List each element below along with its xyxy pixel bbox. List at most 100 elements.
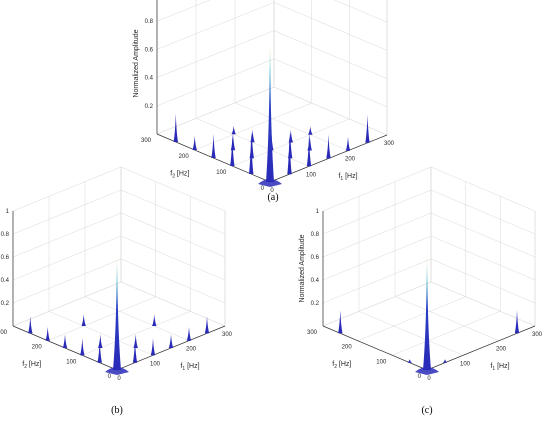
f2-tick-label: 200	[179, 154, 190, 160]
f1-tick-label: 300	[222, 332, 233, 338]
grid-line	[273, 2, 388, 51]
grid-line	[273, 30, 388, 79]
spectral-peak	[249, 131, 254, 174]
f2-tick-label: 100	[66, 359, 77, 365]
spectral-peak	[365, 114, 370, 143]
f2-tick-label: 100	[376, 359, 387, 365]
z-axis-label: Normalized Amplitude	[299, 234, 306, 302]
f2-tick-label: 0	[108, 374, 112, 380]
grid-line	[12, 281, 122, 327]
f1-tick-label: 0	[270, 188, 274, 194]
f1-axis-label-sub: 1	[492, 366, 495, 372]
spectral-peak	[326, 134, 331, 159]
grid-line	[322, 189, 432, 235]
grid-line	[234, 102, 349, 151]
z-tick-label: 0.6	[145, 47, 154, 53]
grid-line	[322, 212, 432, 258]
z-tick-label: 0.2	[1, 301, 10, 307]
f2-tick-label: 300	[0, 330, 8, 336]
spectral-peak	[514, 310, 520, 334]
spectral-peak	[81, 314, 86, 326]
panel-label: (b)	[111, 405, 123, 416]
f1-axis-label: f1 [Hz]	[338, 173, 357, 182]
f2-axis-label: f2 [Hz]	[22, 361, 41, 370]
grid-line	[394, 296, 500, 341]
spectral-peak	[192, 135, 197, 150]
grid-line	[120, 166, 226, 212]
f1-tick-label: 300	[532, 332, 543, 338]
z-tick-label: 0.6	[1, 255, 10, 261]
spectral-peak	[80, 338, 85, 356]
grid-line	[120, 189, 226, 235]
grid-line	[47, 296, 156, 341]
f1-axis-label-main: f	[338, 173, 340, 180]
spectral-peak	[173, 113, 178, 142]
f1-tick-label: 100	[460, 361, 471, 367]
f1-tick-label: 0	[427, 376, 431, 382]
f1-axis-label-main: f	[180, 363, 182, 370]
spectral-peak	[345, 136, 351, 151]
grid-line	[430, 212, 536, 258]
grid-line	[12, 166, 122, 212]
chart-panel-c: 0.2 0.4 0.6 0.8 1 0 100 200 300 0 100 200 300 Normali…	[299, 166, 543, 416]
f1-axis-label-unit: [Hz]	[343, 173, 357, 180]
f1-tick-label: 100	[306, 172, 317, 178]
spectral-peak	[442, 359, 448, 363]
spectral-peak	[62, 334, 68, 348]
f1-tick-label: 200	[496, 347, 507, 353]
f1-tick-label: 200	[186, 347, 197, 353]
f2-tick-label: 0	[261, 186, 265, 192]
f1-axis-label-main: f	[490, 363, 492, 370]
grid-line	[322, 258, 432, 304]
grid-line	[12, 235, 122, 281]
chart-panel-a: 0.2 0.4 0.6 0.8 1 0 100 200 300 0 100 200 300 Normali…	[133, 0, 395, 203]
spectral-peak	[132, 339, 138, 363]
grid-line	[156, 0, 211, 22]
spectral-peak	[28, 316, 33, 334]
z-tick-label: 0.2	[145, 104, 154, 110]
f1-axis-label-unit: [Hz]	[185, 363, 199, 370]
f2-axis-label-unit: [Hz]	[337, 361, 351, 368]
spectral-peak	[152, 314, 157, 326]
grid-line	[430, 166, 536, 212]
spectral-peak	[306, 135, 312, 167]
grid-line	[156, 30, 275, 78]
grid-line	[273, 58, 388, 108]
f1-axis-label-sub: 1	[182, 366, 185, 372]
peak-base	[258, 179, 282, 187]
grid-line	[120, 212, 226, 258]
f2-axis-label-sub: 2	[24, 364, 27, 370]
z-tick-label: 0.8	[1, 232, 10, 238]
grid-line	[430, 281, 536, 327]
spectral-peak	[211, 134, 216, 158]
z-tick-label: 0.8	[145, 19, 154, 25]
spectral-peak	[250, 129, 255, 143]
f2-axis-label-main: f	[22, 361, 24, 368]
z-tick-label: 0.2	[311, 301, 320, 307]
f2-axis-label-unit: [Hz]	[27, 361, 41, 368]
f2-tick-label: 100	[216, 170, 227, 176]
grid-line	[322, 281, 432, 327]
spectral-peak	[97, 339, 102, 363]
spectral-peak	[98, 334, 103, 348]
z-tick-label: 1	[6, 209, 10, 215]
grid-line	[156, 2, 275, 50]
z-axis-label: Normalized Amplitude	[133, 29, 140, 97]
grid-lines	[156, 0, 388, 183]
f2-axis-label-unit: [Hz]	[175, 171, 189, 178]
spectral-peak	[186, 326, 192, 341]
f1-tick-label: 100	[150, 361, 161, 367]
f2-tick-label: 300	[141, 138, 152, 144]
spectral-peak	[288, 129, 293, 143]
spectral-peak	[204, 316, 210, 334]
grid-lines	[322, 166, 536, 371]
grid-line	[48, 311, 154, 356]
f1-axis-label-sub: 1	[340, 176, 343, 182]
spectral-peak	[168, 334, 174, 348]
spectral-peak	[423, 255, 431, 370]
f2-axis-label-sub: 2	[172, 174, 175, 180]
spectral-peak	[230, 133, 236, 151]
chart-panel-b: 0.20.40.60.8101002003000100200300Normali…	[0, 166, 233, 416]
f1-axis-label: f1 [Hz]	[490, 363, 509, 372]
